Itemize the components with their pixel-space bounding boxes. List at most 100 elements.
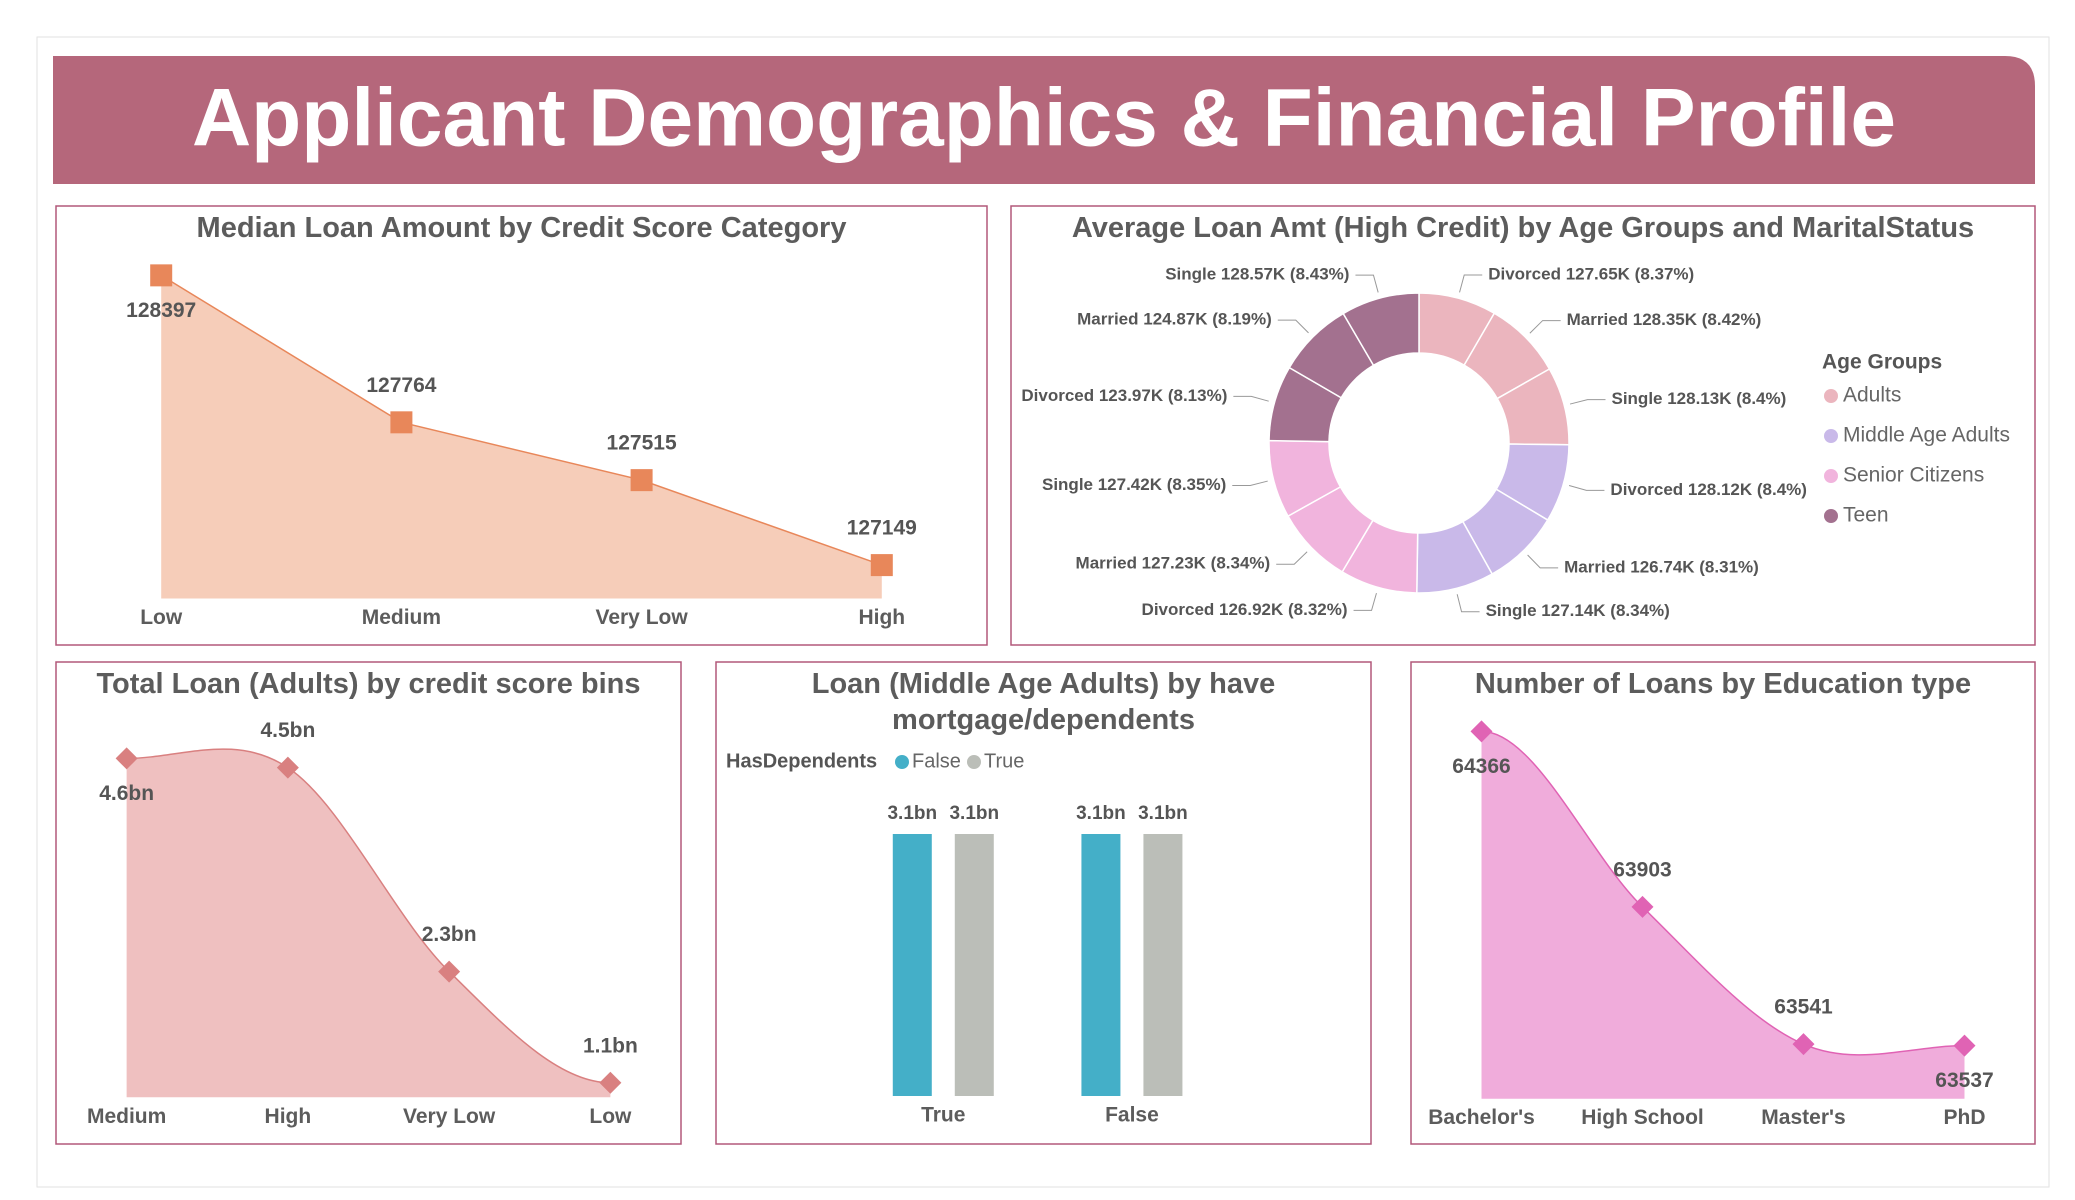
leader-line [1459, 274, 1483, 293]
marker [1470, 720, 1493, 743]
donut-segment [1342, 292, 1420, 367]
title-box: Median Loan Amount by Credit Score Categ… [196, 212, 847, 244]
x-tick-label: Very Low [403, 1105, 496, 1128]
bar [1081, 834, 1121, 1096]
x-tick-label: Bachelor's [1428, 1106, 1535, 1129]
marker [1631, 895, 1654, 918]
data-label: Single 127.42K (8.35%) [1042, 475, 1226, 494]
chart-title: Average Loan Amt (High Credit) by Age Gr… [1071, 212, 1975, 244]
data-label: 127764 [366, 374, 436, 397]
area-line [1481, 730, 1965, 1056]
data-label: 3.1bn [1138, 803, 1188, 824]
frame [36, 36, 2050, 1188]
title-box: Loan (Middle Age Adults) by have mortgag… [811, 668, 1276, 736]
legend-swatch [1824, 389, 1838, 403]
data-label: 2.3bn [422, 923, 477, 946]
leader-line [1569, 399, 1606, 405]
data-label: Single 128.13K (8.4%) [1611, 389, 1786, 408]
page-title: Applicant Demographics & Financial Profi… [192, 73, 1896, 164]
data-label: Divorced 126.92K (8.32%) [1142, 600, 1348, 619]
bar [892, 834, 932, 1096]
x-tick-label: Very Low [595, 606, 688, 629]
bar [1143, 834, 1183, 1096]
x-tick-label: Master's [1761, 1106, 1845, 1129]
data-label: Single 128.57K (8.43%) [1165, 265, 1349, 284]
legend-label: True [984, 750, 1024, 772]
leader-line [1527, 554, 1559, 569]
data-label: 3.1bn [1076, 803, 1126, 824]
leader-line [1529, 320, 1561, 334]
x-tick-label: Low [589, 1105, 632, 1128]
x-tick-label: Low [140, 606, 183, 629]
data-label: Divorced 123.97K (8.13%) [1021, 386, 1227, 405]
marker [870, 554, 893, 577]
data-label: Single 127.14K (8.34%) [1486, 601, 1670, 620]
leader-line [1456, 594, 1480, 613]
data-label: 63537 [1935, 1069, 1993, 1092]
legend-swatch [1824, 469, 1838, 483]
leader-line [1568, 484, 1605, 491]
data-label: Married 126.74K (8.31%) [1564, 557, 1759, 576]
leader-line [1232, 480, 1268, 486]
marker [390, 411, 413, 434]
x-tick-label: High School [1581, 1106, 1704, 1129]
x-tick-label: Medium [362, 606, 441, 629]
data-label: Married 127.23K (8.34%) [1076, 554, 1271, 573]
data-label: 3.1bn [949, 803, 999, 824]
leader-line [1233, 395, 1269, 402]
data-label: 1.1bn [583, 1034, 638, 1057]
legend-swatch [967, 755, 981, 769]
x-tick-label: True [921, 1104, 965, 1127]
chart-title: Loan (Middle Age Adults) by have mortgag… [811, 668, 1276, 736]
title-box: Total Loan (Adults) by credit score bins [96, 668, 641, 700]
marker [276, 756, 299, 779]
data-label: 127149 [847, 517, 917, 540]
title-box: Number of Loans by Education type [1474, 668, 1972, 700]
legend-label: False [912, 750, 961, 772]
leader-line [1277, 319, 1309, 334]
marker [1953, 1034, 1976, 1057]
area-fill [1481, 731, 1965, 1099]
bar [954, 834, 994, 1096]
legend-swatch [1824, 509, 1838, 523]
marker [115, 747, 138, 770]
data-label: Divorced 128.12K (8.4%) [1610, 480, 1807, 499]
area-line [160, 274, 883, 566]
leader-line [1276, 551, 1308, 565]
legend-title: Age Groups [1822, 351, 1942, 374]
x-tick-label: False [1105, 1104, 1159, 1127]
marker [630, 469, 653, 492]
x-tick-label: PhD [1943, 1106, 1985, 1129]
panel [1010, 205, 2036, 646]
legend-label: Adults [1843, 384, 1901, 407]
data-label: Married 124.87K (8.19%) [1077, 310, 1272, 329]
legend-title: HasDependents [726, 750, 877, 772]
panel [715, 661, 1372, 1145]
legend-swatch [1824, 429, 1838, 443]
data-label: 128397 [126, 299, 196, 322]
x-tick-label: High [265, 1105, 312, 1128]
marker [438, 960, 461, 983]
area-line [126, 748, 611, 1084]
x-tick-label: Medium [87, 1105, 166, 1128]
legend-label: Middle Age Adults [1843, 424, 2010, 447]
header-bar [53, 56, 2035, 184]
marker [1792, 1033, 1815, 1056]
data-label: Divorced 127.65K (8.37%) [1488, 264, 1694, 283]
marker [150, 264, 173, 287]
chart-title: Total Loan (Adults) by credit score bins [96, 668, 641, 700]
data-label: 63903 [1613, 858, 1671, 881]
marker [599, 1071, 622, 1094]
chart-title: Number of Loans by Education type [1474, 668, 1972, 700]
chart-title: Median Loan Amount by Credit Score Categ… [196, 212, 847, 244]
data-label: 63541 [1774, 996, 1833, 1019]
area-fill [161, 275, 882, 599]
data-label: Married 128.35K (8.42%) [1567, 310, 1762, 329]
title-box: Average Loan Amt (High Credit) by Age Gr… [1071, 212, 1975, 244]
data-label: 4.5bn [260, 719, 315, 742]
area-fill [126, 749, 611, 1098]
data-label: 127515 [607, 432, 677, 455]
leader-line [1355, 274, 1379, 293]
legend-label: Teen [1843, 504, 1889, 527]
